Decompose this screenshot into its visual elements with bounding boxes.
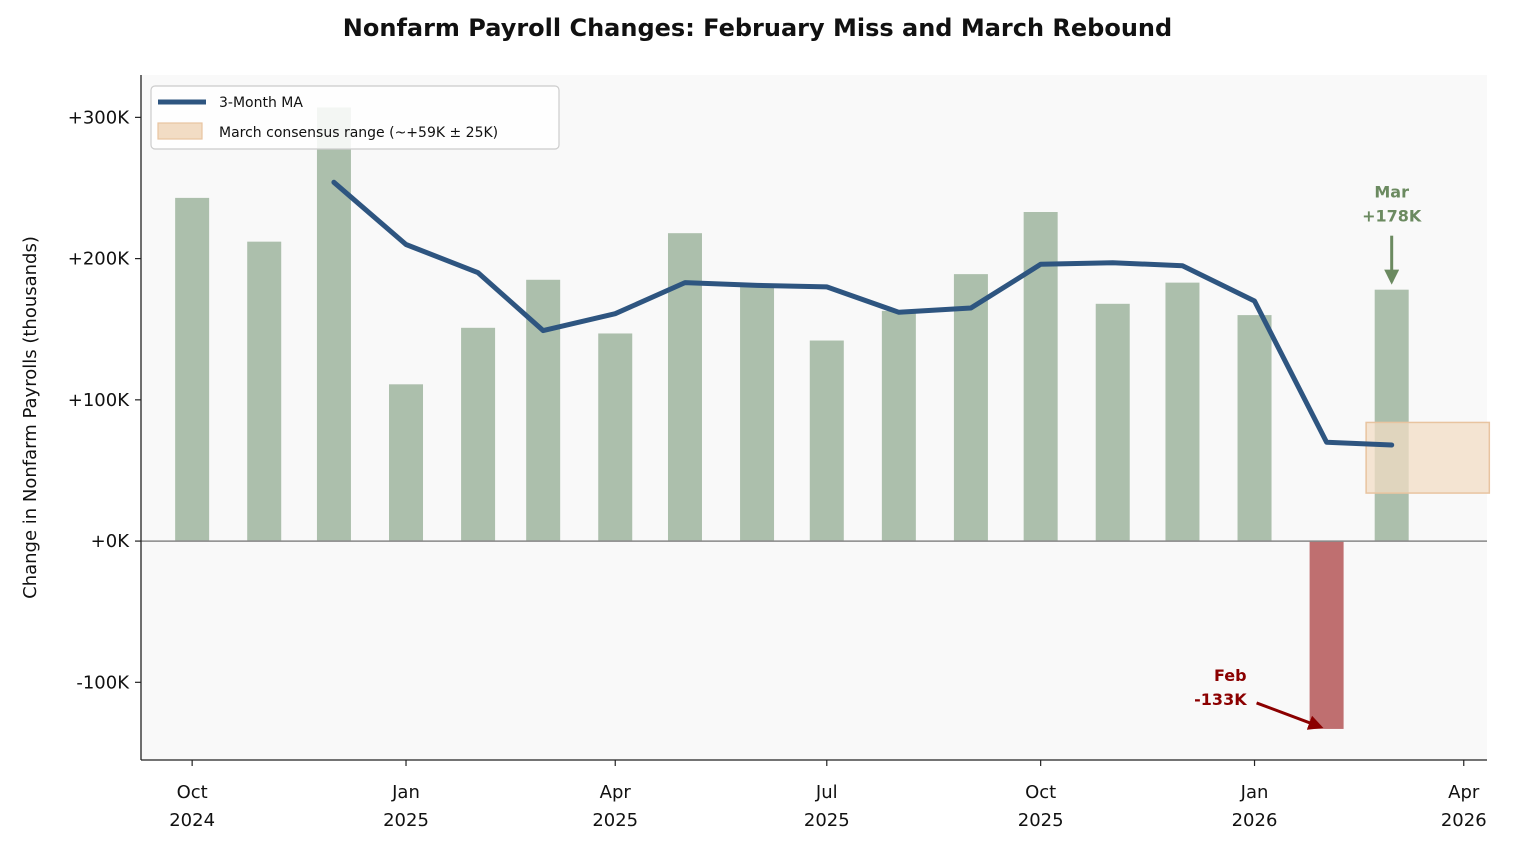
bar-2025-01-01 <box>389 384 424 542</box>
bar-2026-03-01 <box>1374 289 1409 542</box>
y-tick-label: +200K <box>68 249 130 270</box>
series-line-0 <box>331 179 1395 448</box>
legend-label-band: March consensus range (~+59K ± 25K) <box>219 125 498 141</box>
annotation-feb-arrow <box>1256 701 1324 730</box>
bar-2025-04-01 <box>598 333 633 542</box>
bar-2025-11-01 <box>1095 303 1130 542</box>
y-tick-label: -100K <box>76 672 130 693</box>
consensus-band <box>1365 421 1491 494</box>
y-tick-label: +300K <box>68 107 130 128</box>
y-tick-label: +0K <box>91 531 131 552</box>
bar-2025-09-01 <box>953 274 988 542</box>
bar-2025-10-01 <box>1023 212 1058 542</box>
x-tick-label: Jan 2025 <box>383 782 429 831</box>
legend-box <box>150 85 560 150</box>
x-tick-label: Oct 2024 <box>169 782 215 831</box>
x-tick-label: Apr 2026 <box>1441 782 1487 831</box>
y-axis-title: Change in Nonfarm Payrolls (thousands) <box>20 236 41 599</box>
bar-2026-01-01 <box>1237 315 1272 542</box>
chart-title: Nonfarm Payroll Changes: February Miss a… <box>342 14 1173 42</box>
legend: 3-Month MA March consensus range (~+59K ±… <box>150 85 560 150</box>
y-tick-label: +100K <box>68 390 130 411</box>
annotation-feb: Feb -133K <box>1194 666 1247 709</box>
bar-2024-12-01 <box>316 107 351 542</box>
legend-label-ma: 3-Month MA <box>219 95 303 111</box>
x-tick-label: Jul 2025 <box>804 782 850 831</box>
bar-2025-06-01 <box>740 286 775 542</box>
x-tick-label: Apr 2025 <box>592 782 638 831</box>
bar-2026-02-01 <box>1309 541 1344 729</box>
x-tick-label: Oct 2025 <box>1018 782 1064 831</box>
bar-2024-10-01 <box>175 197 210 542</box>
bar-2025-02-01 <box>461 327 496 542</box>
annotation-mar: Mar +178K <box>1362 183 1422 226</box>
bar-2025-12-01 <box>1165 282 1200 542</box>
bar-2025-05-01 <box>667 233 702 542</box>
bar-2025-08-01 <box>881 310 916 542</box>
x-tick-label: Jan 2026 <box>1232 782 1278 831</box>
bar-2025-07-01 <box>809 340 844 542</box>
bar-2024-11-01 <box>247 241 282 542</box>
legend-band-swatch <box>157 122 203 140</box>
